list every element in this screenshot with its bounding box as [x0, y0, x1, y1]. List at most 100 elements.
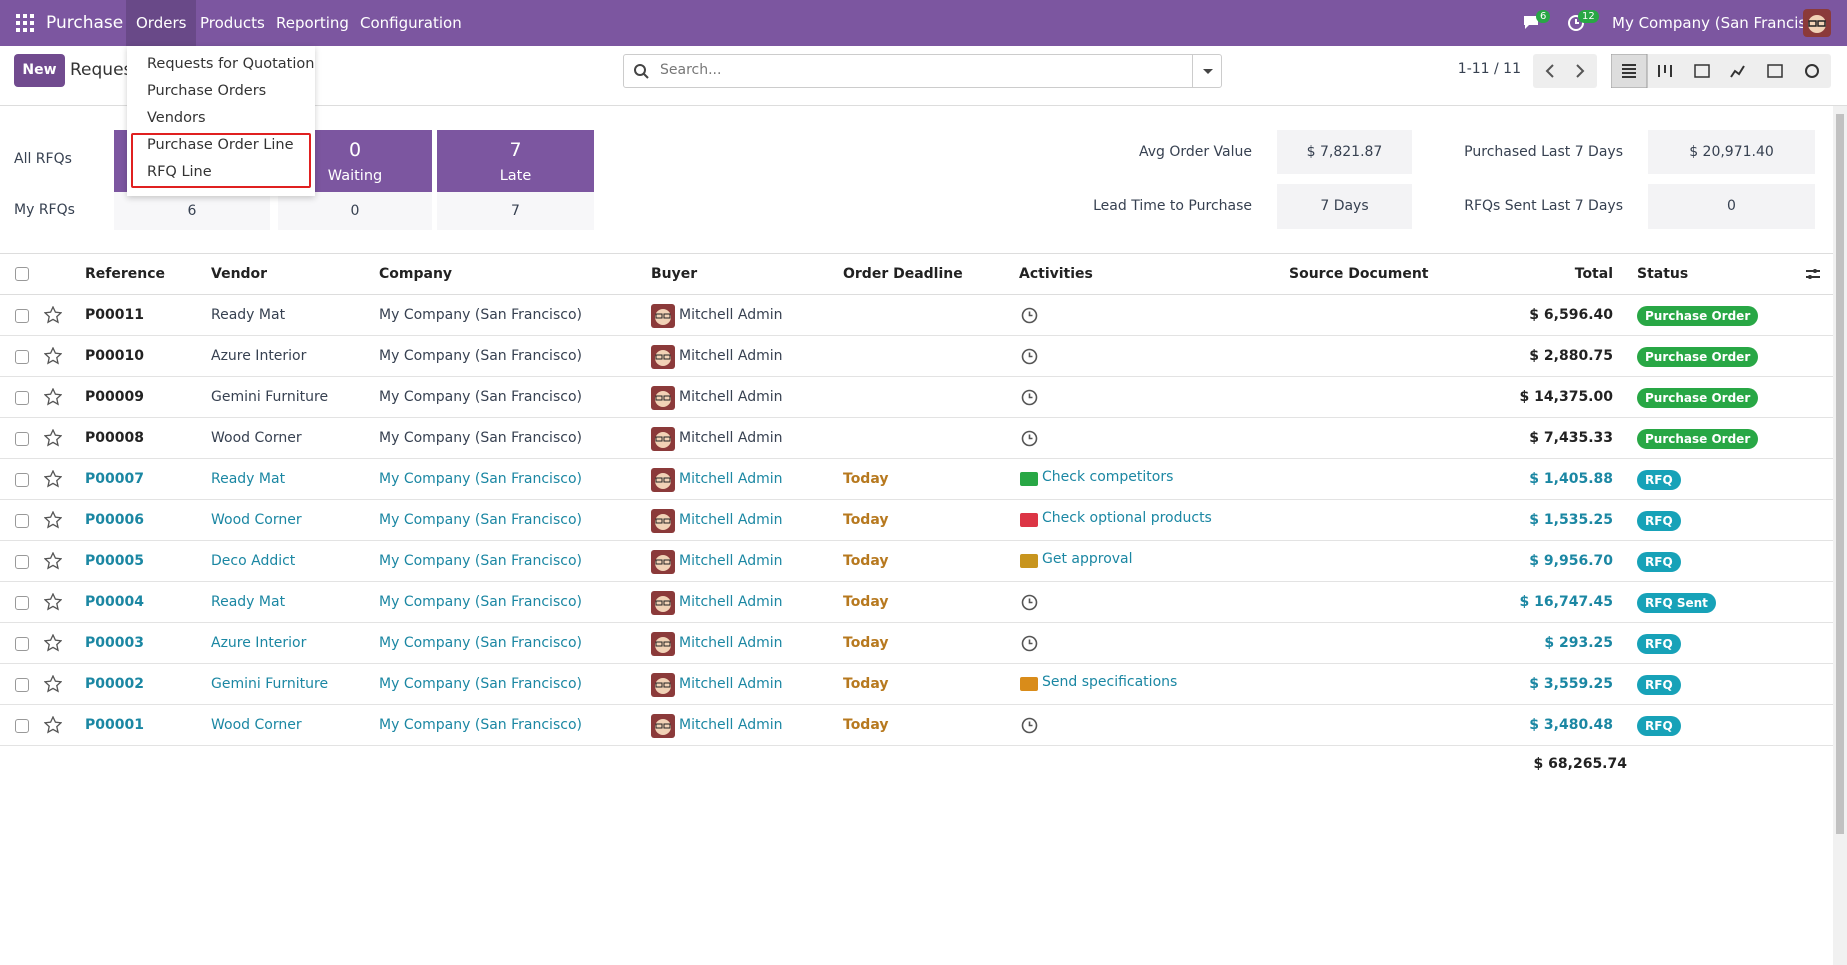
favorite-star[interactable] [44, 716, 62, 738]
status-badge: RFQ [1637, 511, 1681, 531]
row-checkbox[interactable] [15, 432, 29, 446]
activity-clock[interactable] [1021, 348, 1038, 369]
menu-products[interactable]: Products [190, 0, 275, 46]
row-checkbox[interactable] [15, 555, 29, 569]
table-row[interactable]: P00001Wood CornerMy Company (San Francis… [0, 705, 1833, 746]
favorite-star[interactable] [44, 593, 62, 615]
row-checkbox[interactable] [15, 678, 29, 692]
table-row[interactable]: P00006Wood CornerMy Company (San Francis… [0, 500, 1833, 541]
table-row[interactable]: P00008Wood CornerMy Company (San Francis… [0, 418, 1833, 459]
favorite-star[interactable] [44, 552, 62, 574]
favorite-star[interactable] [44, 347, 62, 369]
reference[interactable]: P00001 [85, 705, 144, 746]
column-settings[interactable] [1804, 266, 1822, 286]
company: My Company (San Francisco) [379, 459, 582, 500]
stat-value[interactable]: 7 Days [1277, 184, 1412, 229]
activity-clock[interactable] [1021, 594, 1038, 615]
app-name[interactable]: Purchase [36, 0, 133, 46]
column-header[interactable]: Reference [85, 254, 165, 295]
table-row[interactable]: P00003Azure InteriorMy Company (San Fran… [0, 623, 1833, 664]
favorite-star[interactable] [44, 675, 62, 697]
dropdown-item[interactable]: Purchase Orders [147, 83, 266, 99]
select-all[interactable] [15, 267, 29, 281]
table-row[interactable]: P00009Gemini FurnitureMy Company (San Fr… [0, 377, 1833, 418]
favorite-star[interactable] [44, 470, 62, 492]
row-checkbox[interactable] [15, 391, 29, 405]
row-checkbox[interactable] [15, 596, 29, 610]
tile[interactable]: 7Late [437, 130, 594, 192]
table-row[interactable]: P00005Deco AddictMy Company (San Francis… [0, 541, 1833, 582]
search-box[interactable]: Search... [623, 54, 1222, 88]
user-avatar[interactable] [1803, 9, 1831, 37]
reference[interactable]: P00004 [85, 582, 144, 623]
my-rfq-value[interactable]: 0 [278, 192, 432, 230]
activity[interactable]: Check competitors [1042, 457, 1173, 498]
stat-value[interactable]: 0 [1648, 184, 1815, 229]
buyer: Mitchell Admin [679, 623, 783, 664]
column-header[interactable]: Source Document [1289, 254, 1429, 295]
activity-icon[interactable] [1020, 554, 1038, 568]
activity-clock[interactable] [1021, 307, 1038, 328]
favorite-star[interactable] [44, 388, 62, 410]
activity-clock[interactable] [1021, 635, 1038, 656]
column-header[interactable]: Buyer [651, 254, 697, 295]
company: My Company (San Francisco) [379, 582, 582, 623]
buyer: Mitchell Admin [679, 582, 783, 623]
menu-configuration[interactable]: Configuration [350, 0, 472, 46]
activity[interactable]: Send specifications [1042, 662, 1177, 703]
view-switcher[interactable] [1611, 54, 1831, 88]
column-header[interactable]: Vendor [211, 254, 267, 295]
activity-clock[interactable] [1021, 717, 1038, 738]
buyer: Mitchell Admin [679, 459, 783, 500]
favorite-star[interactable] [44, 634, 62, 656]
activity-icon[interactable] [1020, 513, 1038, 527]
buyer-avatar [651, 591, 675, 619]
scrollbar[interactable] [1833, 106, 1847, 965]
apps-icon[interactable] [16, 14, 34, 32]
stat-value[interactable]: $ 20,971.40 [1648, 130, 1815, 174]
dropdown-item[interactable]: Requests for Quotation [147, 56, 314, 72]
table-row[interactable]: P00004Ready MatMy Company (San Francisco… [0, 582, 1833, 623]
stat-value[interactable]: $ 7,821.87 [1277, 130, 1412, 174]
total: $ 1,535.25 [1529, 500, 1613, 541]
reference[interactable]: P00002 [85, 664, 144, 705]
menu-orders[interactable]: Orders [126, 0, 196, 46]
reference[interactable]: P00006 [85, 500, 144, 541]
my-rfq-value[interactable]: 7 [437, 192, 594, 230]
activity-icon[interactable] [1020, 472, 1038, 486]
pager-buttons[interactable] [1533, 54, 1597, 88]
activity[interactable]: Check optional products [1042, 498, 1212, 539]
table-row[interactable]: P00007Ready MatMy Company (San Francisco… [0, 459, 1833, 500]
row-checkbox[interactable] [15, 350, 29, 364]
menu-reporting[interactable]: Reporting [266, 0, 359, 46]
table-row[interactable]: P00010Azure InteriorMy Company (San Fran… [0, 336, 1833, 377]
favorite-star[interactable] [44, 306, 62, 328]
favorite-star[interactable] [44, 429, 62, 451]
activity-icon[interactable] [1020, 677, 1038, 691]
activity-clock[interactable] [1021, 389, 1038, 410]
column-header[interactable]: Status [1637, 254, 1688, 295]
column-header[interactable]: Company [379, 254, 452, 295]
my-rfq-value[interactable]: 6 [114, 192, 270, 230]
table-row[interactable]: P00002Gemini FurnitureMy Company (San Fr… [0, 664, 1833, 705]
row-checkbox[interactable] [15, 309, 29, 323]
table-row[interactable]: P00011Ready MatMy Company (San Francisco… [0, 295, 1833, 336]
reference[interactable]: P00003 [85, 623, 144, 664]
total: $ 6,596.40 [1529, 295, 1613, 336]
reference[interactable]: P00007 [85, 459, 144, 500]
dropdown-item[interactable]: Vendors [147, 110, 206, 126]
new-button[interactable]: New [14, 54, 65, 87]
row-checkbox[interactable] [15, 473, 29, 487]
reference[interactable]: P00005 [85, 541, 144, 582]
buyer: Mitchell Admin [679, 541, 783, 582]
row-checkbox[interactable] [15, 637, 29, 651]
row-checkbox[interactable] [15, 719, 29, 733]
search-toggle[interactable] [1192, 55, 1222, 87]
column-header[interactable]: Activities [1019, 254, 1093, 295]
activity-clock[interactable] [1021, 430, 1038, 451]
column-header[interactable]: Total [1575, 254, 1613, 295]
column-header[interactable]: Order Deadline [843, 254, 963, 295]
favorite-star[interactable] [44, 511, 62, 533]
activity[interactable]: Get approval [1042, 539, 1133, 580]
row-checkbox[interactable] [15, 514, 29, 528]
